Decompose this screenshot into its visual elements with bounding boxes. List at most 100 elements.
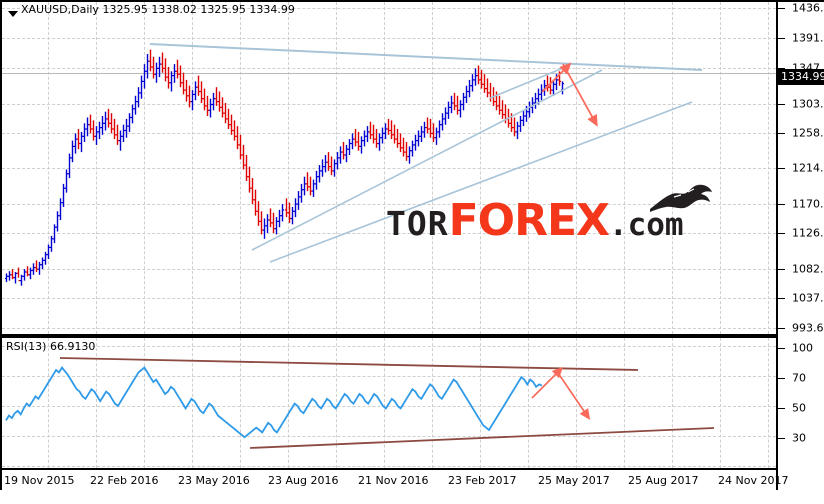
price-axis-label: 1303.00 bbox=[792, 97, 824, 111]
grid-vline bbox=[192, 338, 194, 468]
axis-tick bbox=[778, 38, 785, 39]
rsi-header: RSI(13) 66.9130 bbox=[6, 340, 96, 353]
frame-top-border bbox=[0, 0, 824, 2]
trendline-channel-lower bbox=[269, 101, 693, 263]
date-axis-label: 24 Nov 2017 bbox=[718, 474, 789, 487]
price-axis-label: 1082.00 bbox=[792, 262, 824, 276]
grid-hline bbox=[2, 328, 776, 330]
axis-tick bbox=[778, 133, 785, 134]
date-axis-label: 25 Aug 2017 bbox=[628, 474, 699, 487]
grid-hline bbox=[2, 8, 776, 10]
grid-hline bbox=[2, 104, 776, 106]
price-axis-label: 1126.20 bbox=[792, 226, 824, 240]
grid-vline bbox=[96, 338, 98, 468]
price-axis-label: 1214.60 bbox=[792, 161, 824, 175]
date-axis-label: 19 Nov 2015 bbox=[4, 474, 75, 487]
panel-divider bbox=[0, 334, 778, 338]
grid-hline bbox=[2, 269, 776, 271]
price-axis-label: 1037.80 bbox=[792, 291, 824, 305]
axis-tick bbox=[778, 233, 785, 234]
grid-hline bbox=[2, 204, 776, 206]
price-overlay-lines bbox=[149, 43, 703, 263]
axis-tick bbox=[778, 68, 785, 69]
rsi-axis-label: 30 bbox=[792, 431, 806, 445]
axis-tick bbox=[778, 104, 785, 105]
rsi-overlay-lines bbox=[59, 357, 715, 449]
grid-vline bbox=[288, 338, 290, 468]
rsi-indicator-panel[interactable]: RSI(13) 66.9130 bbox=[2, 338, 776, 468]
forecast-arrow-down bbox=[562, 63, 598, 127]
trendline-resistance bbox=[149, 43, 703, 71]
grid-vline bbox=[624, 338, 626, 468]
grid-vline bbox=[528, 338, 530, 468]
date-axis-label: 22 Feb 2016 bbox=[90, 474, 159, 487]
price-axis-label: 1391.40 bbox=[792, 31, 824, 45]
price-series-canvas bbox=[4, 49, 565, 286]
rsi-grid bbox=[2, 338, 776, 468]
axis-tick bbox=[778, 348, 785, 349]
axis-tick bbox=[778, 204, 785, 205]
grid-hline bbox=[2, 298, 776, 300]
grid-vline bbox=[48, 338, 50, 468]
bull-icon bbox=[650, 184, 712, 212]
axis-tick bbox=[778, 298, 785, 299]
price-axis-label: 1170.40 bbox=[792, 197, 824, 211]
price-axis-label: 1436.90 bbox=[792, 1, 824, 15]
grid-vline bbox=[144, 338, 146, 468]
axis-tick bbox=[778, 378, 785, 379]
grid-hline bbox=[2, 466, 776, 468]
grid-hline bbox=[2, 406, 776, 408]
chevron-down-icon[interactable] bbox=[8, 11, 18, 17]
current-price-line bbox=[2, 73, 776, 74]
grid-vline bbox=[576, 338, 578, 468]
forecast-arrow-up bbox=[541, 62, 572, 93]
frame-left-border bbox=[0, 0, 2, 490]
date-axis-label: 23 Aug 2016 bbox=[268, 474, 339, 487]
axis-tick bbox=[778, 168, 785, 169]
rsi-forecast-arrow-down bbox=[555, 369, 591, 421]
axis-tick bbox=[778, 408, 785, 409]
axis-tick bbox=[778, 328, 785, 329]
watermark-forex: FOREX bbox=[448, 195, 610, 246]
rsi-axis-label: 70 bbox=[792, 371, 806, 385]
grid-hline bbox=[2, 168, 776, 170]
rsi-trendline-lower bbox=[249, 427, 715, 449]
watermark-com: .com bbox=[608, 207, 684, 243]
symbol-header: XAUUSD,Daily 1325.95 1338.02 1325.95 133… bbox=[21, 3, 295, 16]
trendline-channel-inner bbox=[489, 65, 569, 99]
date-axis-label: 23 Feb 2017 bbox=[448, 474, 517, 487]
grid-vline bbox=[480, 338, 482, 468]
grid-hline bbox=[2, 436, 776, 438]
price-grid bbox=[2, 2, 776, 334]
grid-hline bbox=[2, 68, 776, 70]
grid-hline bbox=[2, 376, 776, 378]
price-chart-panel[interactable]: XAUUSD,Daily 1325.95 1338.02 1325.95 133… bbox=[2, 2, 776, 334]
price-axis-label: 1258.80 bbox=[792, 126, 824, 140]
grid-vline bbox=[672, 338, 674, 468]
axis-tick bbox=[778, 8, 785, 9]
grid-vline bbox=[384, 338, 386, 468]
right-axis[interactable]: 1436.90 1391.40 1347.20 1303.00 1258.80 … bbox=[778, 0, 824, 490]
rsi-trendline-upper bbox=[59, 357, 639, 371]
price-axis-line bbox=[776, 0, 778, 490]
watermark-tor: TOR bbox=[386, 204, 449, 243]
rsi-forecast-arrow-up bbox=[531, 366, 564, 399]
frame-bottom-border bbox=[0, 468, 778, 470]
torforex-watermark: TORFOREX.com bbox=[386, 184, 712, 243]
date-axis-label: 25 May 2017 bbox=[538, 474, 610, 487]
grid-vline bbox=[768, 338, 770, 468]
axis-tick bbox=[778, 438, 785, 439]
price-axis-label: 993.60 bbox=[792, 321, 824, 335]
grid-vline bbox=[336, 338, 338, 468]
grid-vline bbox=[720, 338, 722, 468]
grid-vline bbox=[240, 338, 242, 468]
date-axis-label: 23 May 2016 bbox=[178, 474, 250, 487]
rsi-axis-label: 50 bbox=[792, 401, 806, 415]
rsi-series-canvas bbox=[5, 366, 543, 439]
current-price-tag: 1334.99 bbox=[778, 69, 824, 85]
grid-hline bbox=[2, 233, 776, 235]
trendline-support bbox=[251, 69, 603, 251]
grid-vline bbox=[432, 338, 434, 468]
grid-hline bbox=[2, 346, 776, 348]
